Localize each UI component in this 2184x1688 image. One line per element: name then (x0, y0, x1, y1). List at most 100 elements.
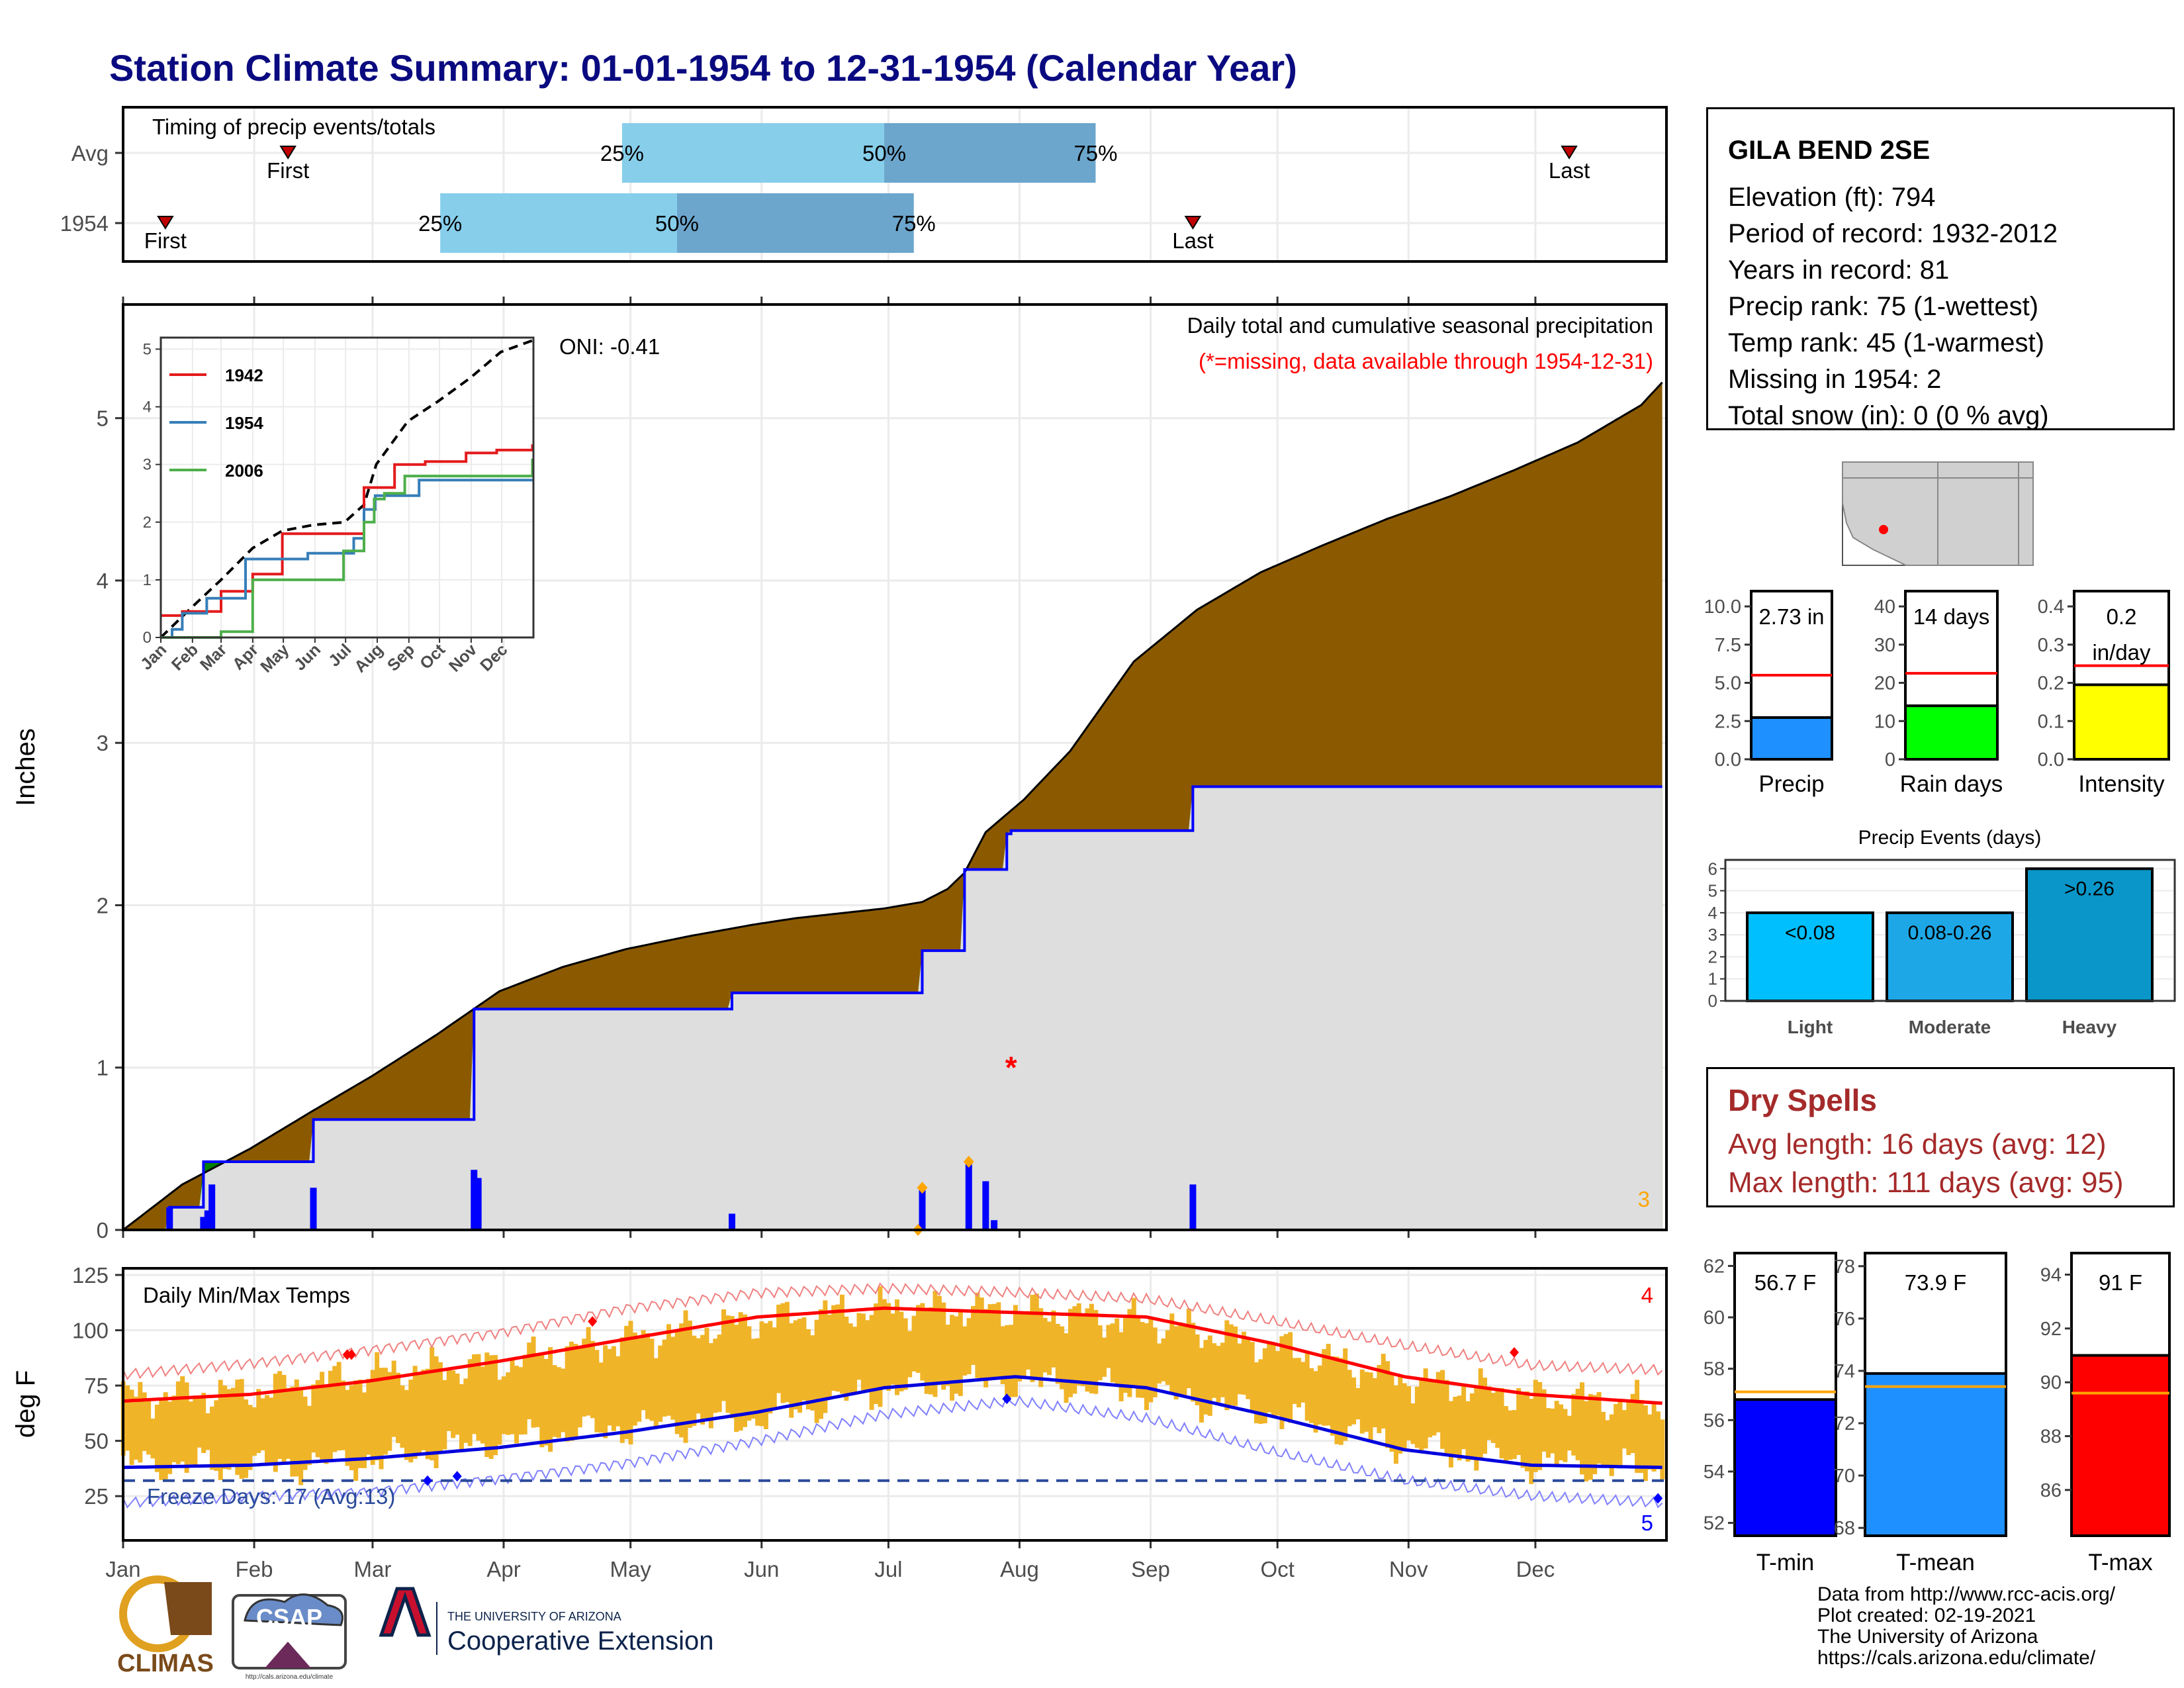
temp-daily-bar (159, 1399, 164, 1480)
events-frame (1724, 859, 2176, 1002)
temp-daily-bar (480, 1366, 485, 1444)
temp-daily-bar (827, 1315, 832, 1399)
temp-daily-bar (171, 1395, 177, 1462)
temp-daily-bar (1508, 1410, 1513, 1460)
temp-daily-bar (175, 1381, 181, 1464)
temp-daily-bar (1115, 1318, 1120, 1385)
precip-daily-bar (1189, 1184, 1197, 1230)
month-label: May (610, 1557, 652, 1581)
temp-daily-bar (302, 1396, 308, 1470)
temp-daily-bar (1338, 1358, 1343, 1445)
temp-daily-bar (222, 1385, 228, 1470)
temp-daily-bar (1351, 1377, 1357, 1425)
temp-daily-bar (1199, 1348, 1204, 1423)
events-bar-0 (1746, 911, 1874, 1002)
temp-daily-bar (1144, 1323, 1149, 1411)
temp-daily-bar (1410, 1403, 1416, 1444)
temp-daily-bar (1309, 1368, 1314, 1423)
summary-ytick-label: 0.0 (1715, 749, 1741, 771)
temp-daily-bar (1609, 1414, 1614, 1476)
events-ytick-label: 0 (1708, 991, 1717, 1011)
temp-daily-bar (895, 1299, 899, 1395)
temp-daily-bar (611, 1346, 616, 1431)
summary-ytick-label: 5.0 (1715, 673, 1741, 694)
temp-daily-bar (459, 1383, 464, 1450)
temp-daily-bar (328, 1370, 333, 1461)
tbar-ytick-label: 76 (1834, 1309, 1855, 1330)
tbar-value-text: 91 F (2099, 1270, 2142, 1295)
temp-daily-bar (290, 1386, 295, 1477)
temp-daily-bar (1110, 1323, 1115, 1383)
temp-daily-bar (915, 1305, 921, 1373)
temp-daily-bar (903, 1318, 908, 1390)
temp-daily-bar (1359, 1369, 1365, 1434)
month-label: Dec (1516, 1557, 1555, 1581)
temp-daily-bar (1393, 1385, 1398, 1464)
temp-daily-bar (776, 1304, 782, 1393)
temp-daily-bar (1089, 1303, 1094, 1393)
temp-daily-bar (1055, 1324, 1060, 1384)
temp-daily-bar (1026, 1311, 1031, 1370)
temp-daily-bar (535, 1355, 540, 1427)
temp-daily-bar (1499, 1388, 1504, 1459)
tbar-ytick-label: 90 (2040, 1372, 2062, 1393)
inset-ytick-label: 1 (143, 571, 152, 589)
timing-label: Timing of precip events/totals (152, 115, 435, 139)
station-info-box: GILA BEND 2SE Elevation (ft): 794 Period… (1706, 107, 2175, 430)
temp-daily-bar (1304, 1352, 1310, 1421)
tbar-ytick-label: 58 (1704, 1359, 1725, 1380)
precip-daily-bar (475, 1178, 482, 1230)
temp-daily-bar (1228, 1324, 1234, 1405)
temp-daily-bar (1457, 1395, 1462, 1461)
temp-daily-bar (1220, 1342, 1225, 1397)
tbar-ytick-label: 62 (1704, 1256, 1725, 1277)
station-name: GILA BEND 2SE (1728, 136, 1931, 165)
tbar-value-text: 73.9 F (1905, 1270, 1967, 1295)
dry-spells-avg: Avg length: 16 days (avg: 12) (1728, 1128, 2107, 1160)
temp-daily-bar (1588, 1393, 1593, 1480)
inset-line-2006 (161, 458, 534, 639)
temp-daily-bar (345, 1389, 350, 1466)
precip-obs-line (123, 785, 1662, 1231)
temp-daily-bar (167, 1401, 173, 1474)
temp-daily-bar (336, 1362, 341, 1451)
temp-daily-bar (1186, 1308, 1191, 1389)
temp-daily-bar (1246, 1337, 1251, 1399)
temp-daily-bar (848, 1323, 853, 1393)
arizona-map (1842, 461, 2034, 566)
temp-daily-bar (543, 1358, 549, 1446)
temp-daily-bar (294, 1379, 299, 1477)
temp-daily-bar (1377, 1364, 1382, 1433)
tbar-bar-2 (2070, 1354, 2171, 1537)
ua-logo-small-text: THE UNIVERSITY OF ARIZONA (447, 1610, 621, 1623)
temp-daily-bar (1330, 1356, 1336, 1436)
temp-daily-bar (561, 1368, 566, 1432)
temp-daily-bar (1592, 1395, 1598, 1474)
summary-ytick-label: 2.5 (1715, 711, 1741, 732)
summary-ytick-label: 0.1 (2038, 711, 2064, 732)
temp-daily-bar (265, 1395, 270, 1465)
temp-daily-bar (1169, 1313, 1175, 1393)
temp-daily-bar (933, 1291, 938, 1397)
month-label: Jan (105, 1557, 140, 1581)
temp-daily-bar (214, 1400, 219, 1472)
temp-daily-bar (332, 1366, 338, 1452)
temp-daily-bar (1347, 1370, 1352, 1427)
temp-daily-bar (311, 1384, 316, 1453)
temp-daily-bar (704, 1327, 709, 1421)
temp-daily-bar (1013, 1305, 1018, 1397)
temp-daily-bar (1571, 1393, 1576, 1456)
temp-daily-bar (594, 1350, 600, 1432)
temp-daily-bar (586, 1327, 591, 1416)
temp-daily-bar (125, 1385, 130, 1451)
temp-daily-bar (882, 1299, 887, 1389)
temp-daily-bar (1317, 1365, 1322, 1425)
temp-daily-bar (417, 1372, 422, 1455)
temp-daily-bar (154, 1405, 159, 1472)
temp-daily-bar (518, 1367, 523, 1435)
temp-daily-bar (941, 1302, 946, 1390)
precip-obs-area (123, 786, 1662, 1230)
temp-daily-bar (370, 1370, 375, 1465)
timing-first-label: First (144, 228, 187, 253)
